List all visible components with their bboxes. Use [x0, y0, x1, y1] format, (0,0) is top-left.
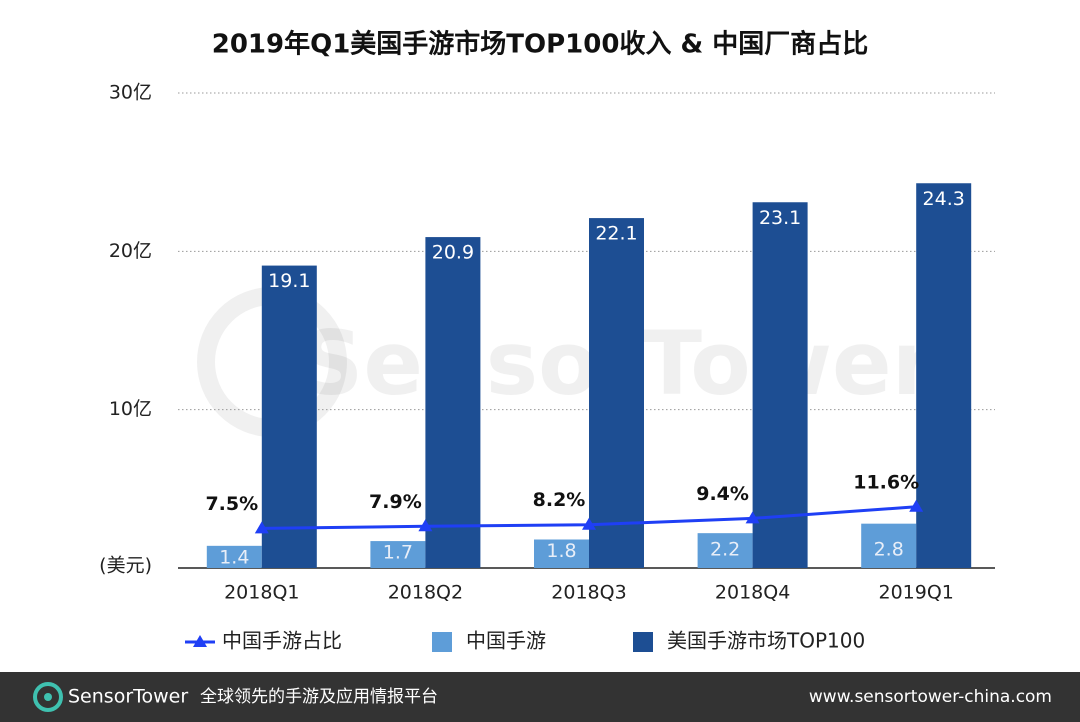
line-marker [418, 519, 433, 532]
x-tick-label: 2018Q4 [715, 582, 790, 604]
footer-logo-dot [44, 693, 52, 701]
bar [261, 265, 317, 568]
bar-value-label: 20.9 [432, 242, 474, 264]
footer-slogan: 全球领先的手游及应用情报平台 [200, 687, 438, 707]
bar-value-label: 2.2 [710, 539, 740, 561]
bar [534, 539, 589, 568]
line-marker [254, 521, 269, 534]
legend-label: 中国手游占比 [222, 629, 342, 653]
bar-value-label: 1.4 [219, 546, 249, 568]
footer-bar [0, 672, 1080, 722]
bar [697, 533, 753, 568]
bar [916, 183, 972, 568]
footer-url: www.sensortower-china.com [809, 687, 1052, 707]
y-axis-unit: (美元) [99, 555, 152, 577]
bar-value-label: 22.1 [595, 223, 637, 245]
bar-value-label: 1.7 [383, 542, 413, 564]
bar [861, 523, 917, 568]
y-tick-label: 10亿 [109, 398, 152, 420]
bar [752, 202, 808, 568]
bar [370, 541, 426, 568]
footer-brand: SensorTower [68, 686, 188, 708]
line-marker [745, 511, 760, 524]
x-tick-label: 2019Q1 [878, 582, 953, 604]
x-tick-label: 2018Q2 [388, 582, 463, 604]
bar [589, 218, 644, 569]
bar-value-label: 2.8 [874, 539, 904, 561]
line-value-label: 9.4% [696, 483, 749, 505]
y-tick-label: 20亿 [109, 240, 152, 262]
line-marker [909, 499, 924, 512]
x-tick-label: 2018Q1 [224, 582, 299, 604]
footer-logo [33, 682, 63, 712]
line-value-label: 7.5% [205, 493, 258, 515]
line-value-label: 7.9% [369, 491, 422, 513]
y-tick-label: 30亿 [109, 82, 152, 104]
legend-label: 美国手游市场TOP100 [667, 629, 865, 653]
x-tick-label: 2018Q3 [551, 582, 626, 604]
bar-value-label: 23.1 [759, 207, 801, 229]
chart-title: 2019年Q1美国手游市场TOP100收入 & 中国厂商占比 [212, 29, 869, 60]
bar [425, 237, 481, 569]
bar-value-label: 24.3 [923, 188, 965, 210]
line-marker [582, 517, 596, 530]
legend-label: 中国手游 [466, 629, 546, 653]
line-value-label: 11.6% [853, 471, 919, 493]
legend-swatch [432, 632, 452, 652]
bar [206, 545, 262, 568]
line-value-label: 8.2% [533, 489, 586, 511]
legend-swatch [633, 632, 653, 652]
bar-value-label: 1.8 [546, 540, 576, 562]
legend-marker [193, 635, 207, 647]
bar-value-label: 19.1 [268, 270, 310, 292]
